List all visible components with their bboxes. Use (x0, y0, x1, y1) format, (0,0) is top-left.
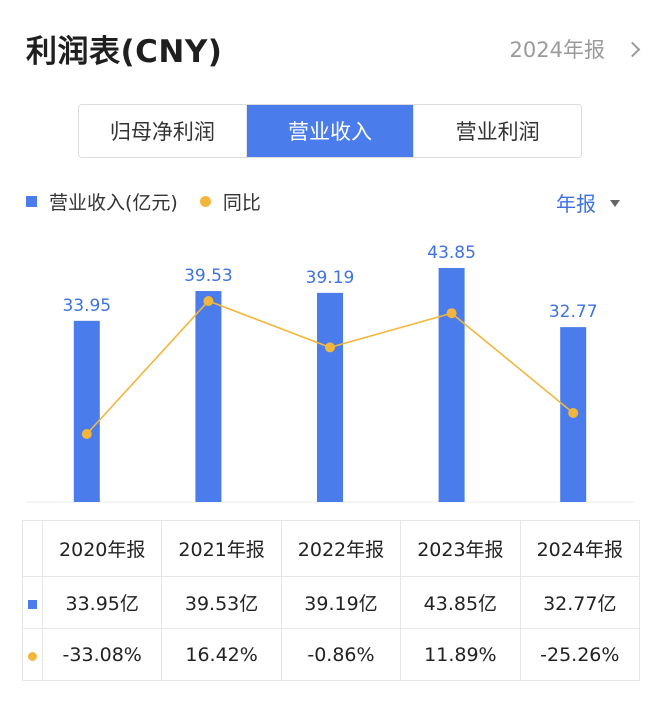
line-legend-marker (199, 196, 211, 207)
revenue-cell: 33.95亿 (41, 576, 163, 629)
revenue-chart: 33.95 39.53 39.19 43.85 32.77 (26, 243, 634, 503)
bar-data-label: 39.53 (184, 266, 233, 286)
table-header-cell: 2021年报 (161, 520, 282, 577)
page-header: 利润表(CNY) 2024年报 (0, 0, 660, 96)
bar-data-label: 33.95 (62, 296, 111, 316)
bar-data-label: 43.85 (427, 243, 476, 263)
table-header-cell: 2020年报 (41, 520, 163, 577)
table-header-row: 2020年报 2021年报 2022年报 2023年报 2024年报 (22, 520, 641, 577)
data-table: 2020年报 2021年报 2022年报 2023年报 2024年报 33.95… (22, 520, 641, 681)
revenue-cell: 43.85亿 (400, 576, 521, 629)
period-dropdown[interactable]: 年报 (556, 188, 620, 217)
bar-legend-marker (26, 196, 37, 207)
bar-series-icon (28, 599, 37, 609)
bar-data-label: 32.77 (549, 302, 598, 322)
yoy-cell: 11.89% (400, 628, 521, 681)
metric-tabs: 归母净利润 营业收入 营业利润 (78, 104, 582, 158)
chevron-right-icon (624, 41, 641, 57)
caret-down-icon (610, 200, 620, 207)
line-legend-label: 同比 (222, 192, 261, 214)
revenue-bar (438, 268, 465, 502)
table-row-yoy: -33.08% 16.42% -0.86% 11.89% -25.26% (22, 628, 641, 681)
yoy-point (81, 429, 92, 439)
tab-net-profit[interactable]: 归母净利润 (79, 105, 247, 157)
tab-operating-profit[interactable]: 营业利润 (414, 105, 581, 157)
yoy-point (325, 342, 335, 353)
line-series-icon (28, 651, 37, 661)
tab-revenue[interactable]: 营业收入 (246, 105, 415, 157)
report-period-link[interactable]: 2024年报 (509, 34, 641, 64)
table-row-revenue: 33.95亿 39.53亿 39.19亿 43.85亿 32.77亿 (22, 576, 641, 629)
revenue-bar (195, 291, 222, 502)
revenue-cell: 39.19亿 (280, 576, 402, 629)
chart-legend: 营业收入(亿元) 同比 (26, 188, 261, 215)
yoy-point (203, 296, 214, 306)
yoy-point (568, 408, 579, 418)
revenue-bar (317, 292, 343, 502)
revenue-cell: 32.77亿 (519, 576, 641, 629)
yoy-cell: -0.86% (280, 628, 402, 681)
period-dropdown-label: 年报 (556, 192, 596, 216)
revenue-bar (73, 320, 100, 502)
yoy-cell: 16.42% (161, 628, 282, 681)
revenue-cell: 39.53亿 (161, 576, 282, 629)
yoy-cell: -33.08% (41, 628, 163, 681)
table-header-cell: 2022年报 (280, 520, 402, 577)
report-period-label: 2024年报 (509, 38, 605, 62)
page-title: 利润表(CNY) (26, 34, 223, 70)
yoy-point (446, 308, 457, 319)
table-corner-cell (22, 520, 43, 577)
yoy-cell: -25.26% (519, 628, 641, 681)
bar-legend-label: 营业收入(亿元) (49, 192, 178, 214)
table-header-cell: 2023年报 (400, 520, 521, 577)
yoy-row-marker (22, 628, 43, 681)
table-header-cell: 2024年报 (519, 520, 641, 577)
revenue-row-marker (22, 576, 43, 629)
bar-data-label: 39.19 (306, 268, 355, 288)
